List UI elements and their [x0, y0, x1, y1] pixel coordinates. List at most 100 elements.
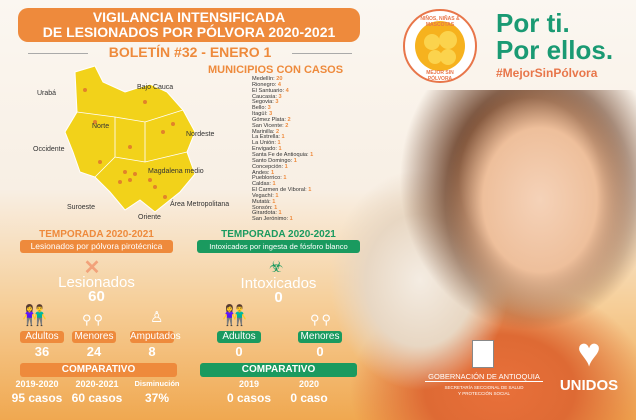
municipio-count: 2: [285, 122, 289, 129]
campaign-hashtag: #MejorSinPólvora: [496, 66, 598, 80]
municipio-item: Rionegro: 4: [252, 81, 313, 89]
lesionados-amputados-value: 8: [148, 344, 156, 359]
municipio-count: 2: [287, 116, 291, 123]
municipio-count: 4: [285, 87, 289, 94]
municipio-item: Envigado: 1: [252, 146, 313, 153]
municipio-item: El Santuario: 4: [252, 87, 313, 95]
intoxicados-label: Intoxicados: [240, 275, 317, 292]
lesionados-subtitle: Lesionados por pólvora pirotécnica: [20, 240, 173, 253]
municipio-item: Andes: 1: [252, 169, 313, 177]
map-label-suroeste: Suroeste: [67, 204, 96, 211]
municipio-name: Bello:: [252, 105, 266, 112]
municipios-list: Medellín: 20 Rionegro: 4 El Santuario: 4 Ca…: [252, 76, 313, 223]
municipio-item: Girardota: 1: [252, 210, 313, 217]
municipio-name: Vegachí:: [252, 192, 274, 199]
municipio-count: 1: [277, 140, 281, 147]
municipio-count: 2: [275, 128, 280, 135]
municipio-name: Girardota:: [252, 210, 277, 217]
title-line-1: VIGILANCIA INTENSIFICADA: [92, 9, 286, 25]
map-label-area-metropolitana: Área Metropolitana: [170, 201, 230, 208]
municipio-count: 1: [274, 204, 278, 211]
intoxicados-adultos-value: 0: [235, 344, 243, 359]
municipio-count: 1: [308, 187, 312, 194]
municipio-item: Mutatá: 1: [252, 198, 313, 206]
municipio-count: 1: [289, 216, 293, 223]
municipio-item: Caucasia: 3: [252, 93, 313, 101]
intoxicados-subtitle: Intoxicados por ingesta de fósforo blanc…: [197, 240, 360, 253]
municipio-count: 3: [269, 111, 273, 118]
municipio-item: Santa Fe de Antioquia: 1: [252, 151, 313, 159]
title-line-2: DE LESIONADOS POR PÓLVORA 2020-2021: [42, 24, 336, 40]
biohazard-icon: ☣: [269, 259, 284, 276]
municipio-count: 1: [278, 146, 282, 153]
municipios-title: MUNICIPIOS CON CASOS: [208, 64, 344, 76]
municipio-item: San Jerónimo: 1: [252, 216, 313, 223]
municipio-item: Itagüí: 3: [252, 111, 313, 118]
antioquia-map: [64, 65, 196, 213]
intoxicados-comparativo-period: 2020: [298, 379, 320, 389]
campaign-line-2: Por ellos.: [496, 35, 614, 65]
lesionados-adultos-value: 36: [34, 344, 50, 359]
municipio-count: 1: [284, 163, 288, 170]
mejor-sin-polvora-badge: [403, 9, 477, 83]
municipio-item: Marinilla: 2: [252, 128, 313, 136]
intoxicados-comparativo-value: 0 caso: [290, 391, 328, 405]
badge-top-text: NIÑOS, NIÑAS & MASCOTAS: [420, 16, 460, 28]
municipio-count: 1: [270, 169, 275, 176]
municipio-item: Gómez Plata: 2: [252, 116, 313, 124]
unidos-text: UNIDOS: [559, 377, 619, 394]
badge-bottom-text: MEJOR SIN PÓLVORA: [426, 70, 454, 82]
lesionados-amputados-label: Amputados: [130, 331, 181, 343]
municipio-count: 1: [272, 198, 276, 205]
municipio-item: San Vicente: 2: [252, 122, 313, 130]
lesionados-menores-label: Menores: [72, 331, 116, 343]
municipio-name: Gómez Plata:: [252, 116, 286, 123]
municipio-name: Concepción:: [252, 163, 284, 170]
municipio-count: 1: [275, 192, 279, 199]
map-shape: [64, 65, 196, 213]
municipio-count: 1: [272, 181, 276, 188]
municipio-item: Concepción: 1: [252, 163, 313, 171]
lesionados-comparativo-header: COMPARATIVO: [20, 363, 177, 377]
intoxicados-menores-value: 0: [316, 344, 324, 359]
intoxicados-comparativo-header: COMPARATIVO: [200, 363, 357, 377]
intoxicados-season: TEMPORADA 2020-2021: [221, 229, 336, 240]
municipio-count: 20: [276, 76, 283, 82]
municipio-name: Segovia:: [252, 99, 274, 106]
lesionados-season: TEMPORADA 2020-2021: [39, 229, 154, 240]
municipio-name: San Vicente:: [252, 122, 284, 129]
lesionados-comparativo-value: 60 casos: [71, 391, 123, 405]
gov-name: GOBERNACIÓN DE ANTIOQUIA: [425, 372, 543, 382]
map-label-norte: Norte: [92, 123, 110, 130]
municipio-name: El Carmen de Viboral:: [252, 187, 307, 194]
map-label-uraba: Urabá: [37, 90, 57, 97]
municipio-name: Mutatá:: [252, 198, 271, 205]
intoxicados-menores-label: Menores: [298, 331, 342, 343]
lesionados-comparativo-value: 37%: [144, 391, 170, 405]
municipio-item: Segovia: 3: [252, 99, 313, 106]
municipio-name: Santo Domingo:: [252, 157, 293, 164]
municipio-count: 1: [293, 157, 297, 164]
map-label-bajo-cauca: Bajo Cauca: [137, 84, 174, 91]
lesionados-comparativo-period: Disminución: [134, 379, 180, 388]
municipio-name: Pueblorrico:: [252, 175, 282, 182]
municipio-name: El Santuario:: [252, 87, 285, 94]
municipio-count: 1: [278, 210, 282, 217]
municipio-count: 3: [278, 93, 282, 100]
municipio-name: Caucasia:: [252, 93, 277, 100]
municipio-item: La Estrella: 1: [252, 135, 313, 141]
municipio-count: 1: [281, 134, 285, 141]
lesionados-comparativo-period: 2019-2020: [15, 379, 59, 389]
municipio-name: Santa Fe de Antioquia:: [252, 151, 309, 158]
bulletin-number: BOLETÍN #32 - ENERO 1: [20, 44, 360, 60]
page-title: VIGILANCIA INTENSIFICADA DE LESIONADOS P…: [18, 8, 360, 42]
municipio-name: Rionegro:: [252, 81, 277, 88]
municipio-item: Santo Domingo: 1: [252, 157, 313, 165]
campaign-line-1: Por ti.: [496, 8, 570, 38]
municipio-name: Andes:: [252, 169, 270, 176]
municipio-item: Sonsón: 1: [252, 204, 313, 212]
map-label-occidente: Occidente: [33, 146, 65, 153]
map-label-nordeste: Nordeste: [186, 131, 215, 138]
map-label-magdalena-medio: Magdalena medio: [148, 168, 204, 175]
antioquia-coat-of-arms: [472, 340, 494, 368]
